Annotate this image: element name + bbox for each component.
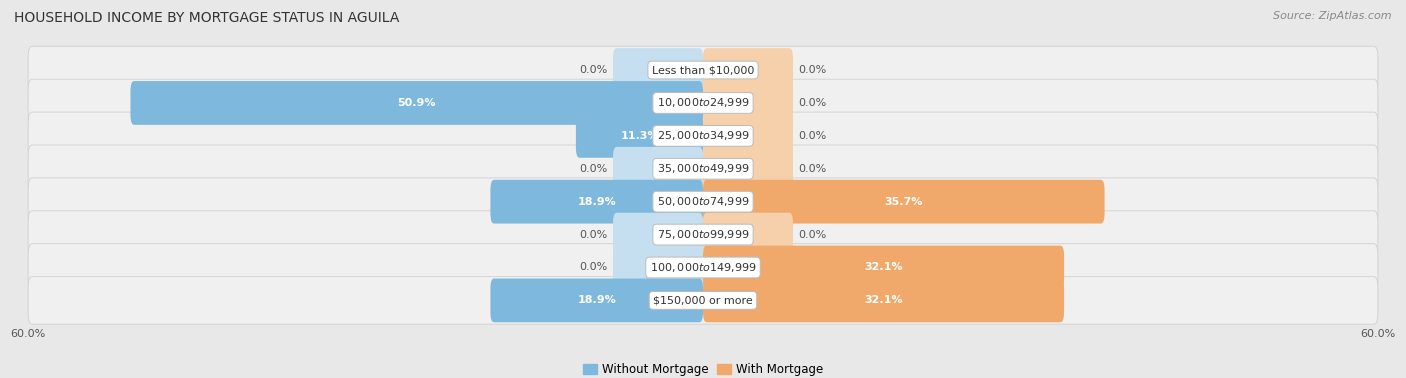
FancyBboxPatch shape [28, 145, 1378, 192]
FancyBboxPatch shape [576, 114, 703, 158]
FancyBboxPatch shape [491, 180, 703, 223]
Text: 0.0%: 0.0% [579, 164, 607, 174]
FancyBboxPatch shape [613, 213, 703, 256]
Text: $50,000 to $74,999: $50,000 to $74,999 [657, 195, 749, 208]
FancyBboxPatch shape [613, 246, 703, 290]
Text: 0.0%: 0.0% [579, 65, 607, 75]
FancyBboxPatch shape [703, 48, 793, 92]
Text: 35.7%: 35.7% [884, 197, 922, 207]
Text: 0.0%: 0.0% [579, 262, 607, 273]
Text: 0.0%: 0.0% [799, 65, 827, 75]
Text: 11.3%: 11.3% [620, 131, 658, 141]
Text: $25,000 to $34,999: $25,000 to $34,999 [657, 129, 749, 143]
Text: 18.9%: 18.9% [578, 295, 616, 305]
Text: Source: ZipAtlas.com: Source: ZipAtlas.com [1274, 11, 1392, 21]
FancyBboxPatch shape [703, 213, 793, 256]
Text: 32.1%: 32.1% [865, 262, 903, 273]
FancyBboxPatch shape [703, 246, 1064, 290]
FancyBboxPatch shape [131, 81, 703, 125]
Text: Less than $10,000: Less than $10,000 [652, 65, 754, 75]
Text: 0.0%: 0.0% [799, 98, 827, 108]
Text: HOUSEHOLD INCOME BY MORTGAGE STATUS IN AGUILA: HOUSEHOLD INCOME BY MORTGAGE STATUS IN A… [14, 11, 399, 25]
Legend: Without Mortgage, With Mortgage: Without Mortgage, With Mortgage [578, 358, 828, 378]
FancyBboxPatch shape [28, 79, 1378, 127]
FancyBboxPatch shape [28, 46, 1378, 94]
Text: 0.0%: 0.0% [799, 229, 827, 240]
FancyBboxPatch shape [28, 178, 1378, 225]
Text: 0.0%: 0.0% [799, 164, 827, 174]
Text: $35,000 to $49,999: $35,000 to $49,999 [657, 162, 749, 175]
FancyBboxPatch shape [613, 48, 703, 92]
FancyBboxPatch shape [28, 277, 1378, 324]
Text: $150,000 or more: $150,000 or more [654, 295, 752, 305]
FancyBboxPatch shape [28, 244, 1378, 291]
Text: 32.1%: 32.1% [865, 295, 903, 305]
FancyBboxPatch shape [491, 279, 703, 322]
FancyBboxPatch shape [28, 112, 1378, 160]
Text: 50.9%: 50.9% [398, 98, 436, 108]
Text: 0.0%: 0.0% [579, 229, 607, 240]
Text: 18.9%: 18.9% [578, 197, 616, 207]
FancyBboxPatch shape [613, 147, 703, 191]
Text: 0.0%: 0.0% [799, 131, 827, 141]
FancyBboxPatch shape [703, 114, 793, 158]
FancyBboxPatch shape [703, 180, 1105, 223]
FancyBboxPatch shape [703, 279, 1064, 322]
FancyBboxPatch shape [703, 81, 793, 125]
Text: $75,000 to $99,999: $75,000 to $99,999 [657, 228, 749, 241]
FancyBboxPatch shape [28, 211, 1378, 258]
Text: $100,000 to $149,999: $100,000 to $149,999 [650, 261, 756, 274]
Text: $10,000 to $24,999: $10,000 to $24,999 [657, 96, 749, 110]
FancyBboxPatch shape [703, 147, 793, 191]
